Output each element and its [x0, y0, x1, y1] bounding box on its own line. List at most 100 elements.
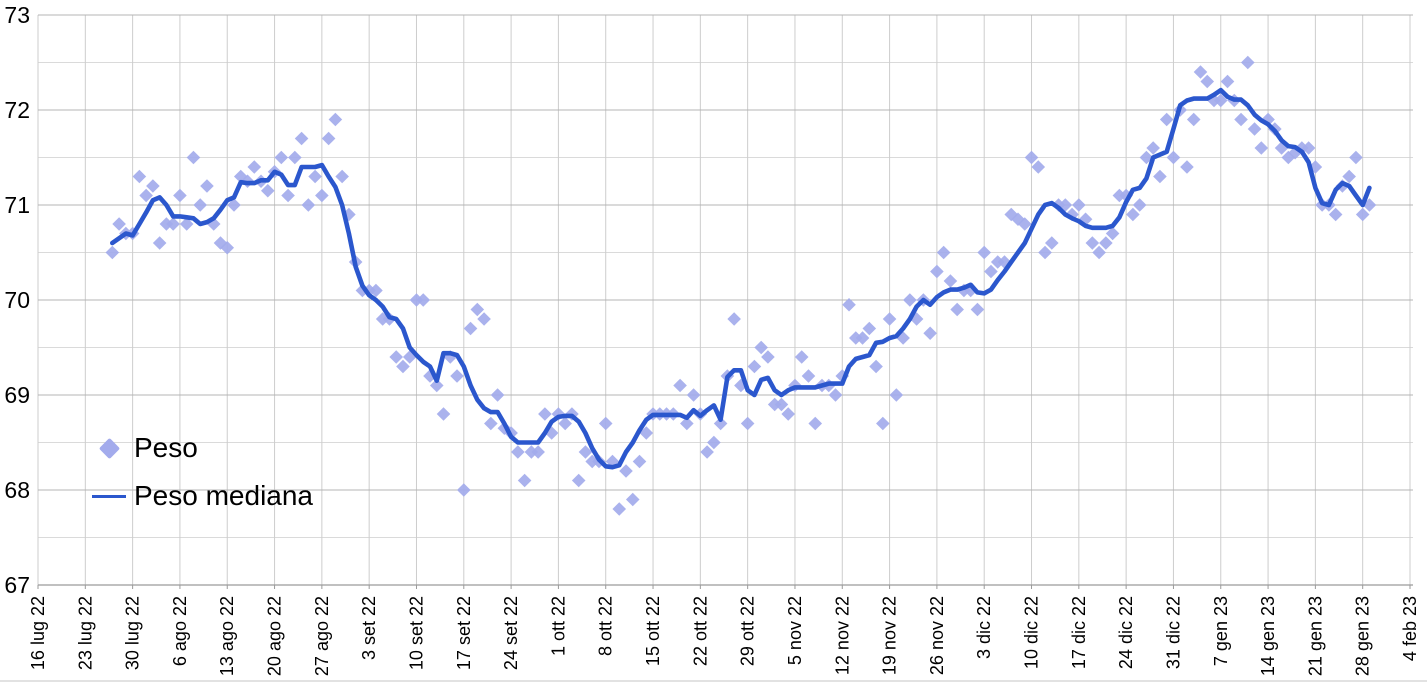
peso-data-point	[1240, 55, 1255, 70]
peso-data-point	[538, 407, 552, 421]
peso-data-point	[1301, 141, 1316, 155]
peso-data-point	[903, 293, 917, 307]
peso-data-point	[429, 378, 444, 393]
peso-data-point	[315, 188, 329, 203]
peso-data-point	[1349, 150, 1363, 165]
peso-data-point	[1193, 65, 1208, 79]
peso-data-point	[369, 283, 383, 298]
x-axis-tick-label: 5 nov 22	[785, 596, 805, 665]
y-axis-tick-label: 68	[4, 477, 30, 503]
peso-data-point	[1017, 217, 1032, 231]
peso-data-point	[294, 131, 309, 146]
legend-label-peso-mediana: Peso mediana	[134, 480, 314, 511]
peso-data-point	[740, 416, 755, 431]
peso-data-point	[578, 445, 593, 459]
peso-data-point	[490, 388, 505, 402]
peso-data-point	[842, 297, 856, 312]
peso-data-point	[936, 245, 951, 260]
legend-item-peso: Peso	[88, 424, 313, 472]
x-axis-tick-label: 21 gen 23	[1305, 596, 1325, 676]
peso-data-point	[274, 150, 289, 165]
peso-data-point	[862, 321, 877, 336]
peso-data-point	[1072, 198, 1086, 212]
x-axis-tick-label: 26 nov 22	[927, 596, 947, 675]
peso-data-point	[112, 217, 126, 231]
peso-data-point	[281, 188, 295, 203]
peso-data-point	[200, 179, 214, 193]
legend-swatch-column	[88, 494, 130, 498]
peso-data-point	[517, 473, 532, 488]
peso-data-point	[321, 131, 336, 146]
peso-data-point	[1038, 245, 1052, 260]
x-axis-tick-label: 24 dic 22	[1116, 596, 1136, 669]
x-axis-tick-label: 24 set 22	[501, 596, 521, 670]
peso-data-point	[673, 378, 687, 393]
line-swatch-icon	[92, 494, 126, 498]
peso-data-point	[308, 169, 322, 184]
peso-data-point	[301, 198, 316, 212]
peso-data-point	[869, 359, 883, 374]
peso-data-point	[139, 188, 153, 203]
peso-data-point	[882, 312, 897, 326]
peso-data-point	[470, 302, 485, 317]
peso-data-point	[1180, 160, 1194, 174]
peso-data-point	[970, 302, 985, 317]
peso-data-point	[247, 160, 262, 174]
peso-data-point	[1092, 245, 1106, 260]
peso-data-point	[1342, 169, 1356, 184]
peso-data-point	[1234, 112, 1248, 127]
peso-data-point	[1153, 169, 1167, 184]
x-axis-tick-label: 3 dic 22	[974, 596, 994, 659]
peso-data-point	[1159, 112, 1174, 127]
x-axis-tick-label: 14 gen 23	[1258, 596, 1278, 676]
peso-data-point	[260, 183, 275, 198]
peso-data-point	[801, 369, 816, 383]
peso-data-point	[984, 264, 998, 279]
peso-data-point	[1099, 236, 1113, 250]
x-axis-tick-label: 4 feb 23	[1400, 596, 1420, 661]
peso-data-point	[463, 321, 478, 336]
peso-data-point	[1126, 207, 1140, 222]
peso-data-point	[950, 302, 964, 317]
peso-data-point	[930, 264, 944, 279]
peso-data-point	[1031, 160, 1046, 174]
peso-data-point	[761, 350, 775, 364]
peso-data-point	[132, 169, 147, 184]
peso-data-point	[747, 359, 762, 374]
peso-data-point	[700, 445, 714, 459]
peso-data-point	[1105, 226, 1120, 241]
peso-data-point	[227, 198, 241, 212]
peso-data-point	[889, 388, 904, 402]
x-axis-tick-label: 8 ott 22	[596, 596, 616, 656]
x-axis-tick-label: 17 set 22	[454, 596, 474, 670]
x-axis-tick-label: 1 ott 22	[548, 596, 568, 656]
peso-data-point	[531, 445, 545, 459]
peso-data-point	[511, 445, 525, 459]
x-axis-tick-label: 3 set 22	[359, 596, 379, 660]
peso-data-point	[186, 150, 201, 165]
legend-swatch-column	[88, 437, 130, 459]
legend-label-peso: Peso	[134, 432, 198, 463]
y-axis-tick-label: 72	[4, 97, 30, 123]
peso-data-point	[774, 397, 789, 412]
peso-data-point	[416, 293, 431, 307]
peso-data-point	[1024, 150, 1039, 165]
peso-data-point	[835, 369, 850, 383]
peso-data-point	[456, 483, 471, 497]
peso-data-point	[436, 407, 451, 421]
peso-data-point	[632, 454, 647, 469]
y-axis-tick-label: 73	[4, 2, 30, 28]
peso-data-point	[943, 274, 958, 288]
x-axis-tick-label: 10 set 22	[406, 596, 426, 670]
peso-data-point	[876, 416, 890, 431]
peso-mediana-line	[110, 87, 1372, 470]
x-axis-tick-label: 7 gen 23	[1211, 596, 1231, 666]
peso-data-point	[639, 426, 654, 440]
x-axis-tick-label: 30 lug 22	[123, 596, 143, 670]
peso-data-point	[727, 312, 741, 326]
legend-item-peso-mediana: Peso mediana	[88, 472, 313, 520]
peso-data-point	[977, 245, 992, 260]
peso-data-point	[1254, 141, 1269, 155]
x-axis-tick-label: 31 dic 22	[1163, 596, 1183, 669]
diamond-marker-icon	[98, 437, 120, 459]
